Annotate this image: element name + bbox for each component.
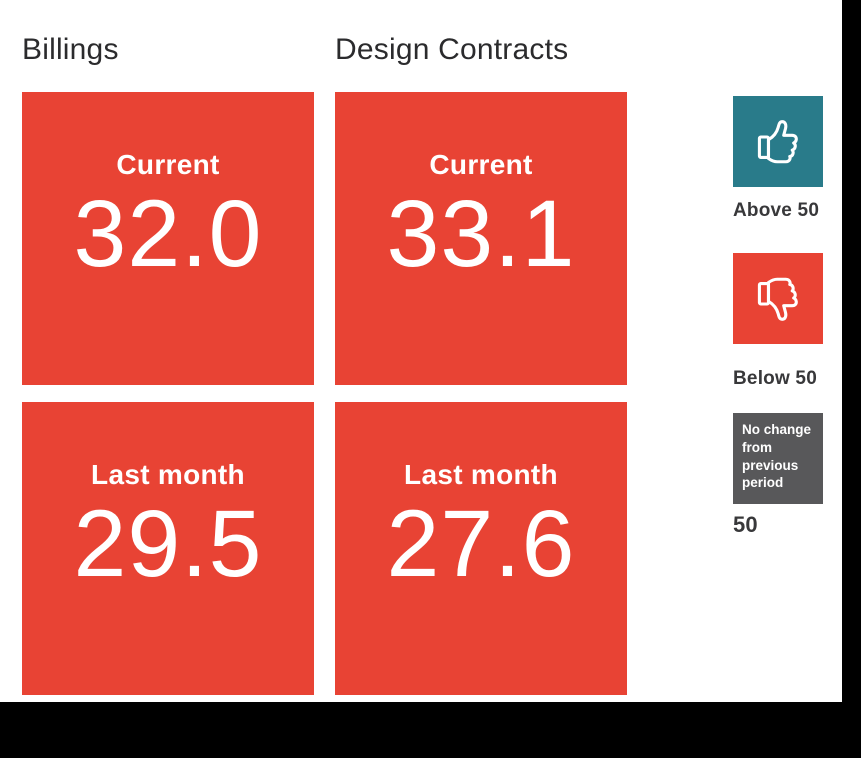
section-title-billings: Billings	[22, 33, 119, 66]
tile-value: 33.1	[386, 181, 576, 287]
thumbs-up-icon	[757, 119, 798, 163]
legend-neutral-box: No change from previous period	[733, 413, 823, 504]
tile-label: Current	[429, 149, 533, 180]
tile-value: 32.0	[73, 181, 263, 287]
legend-neutral-label: 50	[733, 512, 758, 537]
section-title-design-contracts: Design Contracts	[335, 33, 569, 66]
legend-neutral-text-line: No change	[742, 422, 812, 437]
legend-neutral-text: No change from previous period	[733, 413, 815, 492]
legend-below-box	[733, 253, 823, 344]
tile-label: Current	[116, 149, 220, 180]
content-panel: Billings Design Contracts Current 32.0 C…	[0, 0, 842, 702]
thumbs-down-icon	[757, 277, 798, 321]
legend-above-label: Above 50	[733, 200, 820, 221]
tile-billings-last-month: Last month 29.5	[22, 402, 314, 695]
tile-billings-current: Current 32.0	[22, 92, 314, 385]
legend-below-label: Below 50	[733, 368, 817, 389]
legend-neutral-text-line: from	[742, 439, 772, 455]
tile-value: 29.5	[73, 491, 263, 597]
legend-neutral-text-line: period	[742, 475, 784, 491]
legend-above-box	[733, 96, 823, 187]
tile-label: Last month	[404, 459, 558, 490]
tile-value: 27.6	[386, 491, 576, 597]
legend-neutral-text-line: previous	[742, 457, 799, 473]
tile-design-contracts-current: Current 33.1	[335, 92, 627, 385]
tile-label: Last month	[91, 459, 245, 490]
tile-design-contracts-last-month: Last month 27.6	[335, 402, 627, 695]
